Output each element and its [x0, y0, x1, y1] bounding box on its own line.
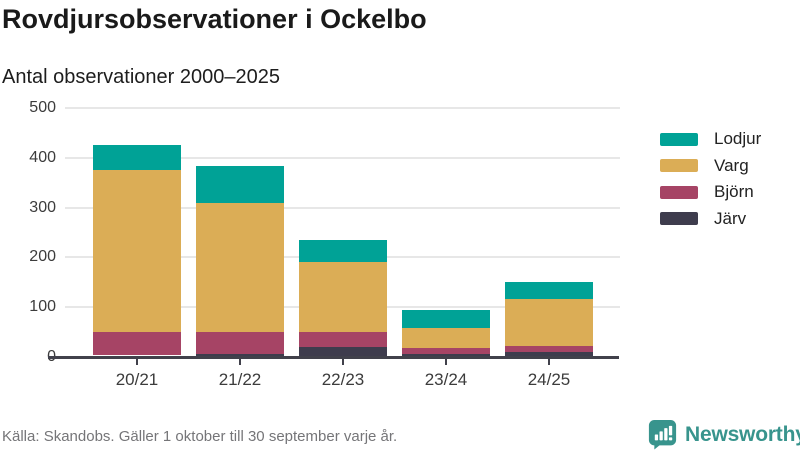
bar-segment-björn-23-24[interactable] [402, 347, 490, 354]
bar-segment-björn-22-23[interactable] [299, 332, 387, 348]
y-axis-tick-300: 300 [29, 198, 56, 216]
bar-segment-varg-23-24[interactable] [402, 328, 490, 348]
bar-segment-lodjur-20-21[interactable] [93, 145, 181, 171]
bar-segment-lodjur-22-23[interactable] [299, 239, 387, 263]
chart-title: Rovdjursobservationer i Ockelbo [2, 4, 427, 34]
x-axis-tick-22-23 [342, 359, 344, 365]
x-axis-tick-24-25 [548, 359, 550, 365]
x-axis-tick-20-21 [136, 359, 138, 365]
bar-segment-björn-21-22[interactable] [196, 331, 284, 354]
x-axis-line [48, 356, 619, 359]
x-axis-label-24-25: 24/25 [527, 370, 571, 389]
gridline-500 [65, 107, 620, 109]
y-axis-tick-500: 500 [29, 99, 56, 116]
x-axis-label-22-23: 22/23 [321, 370, 365, 389]
bar-segment-varg-24-25[interactable] [505, 299, 593, 347]
y-axis-tick-100: 100 [29, 298, 56, 316]
bar-segment-varg-20-21[interactable] [93, 170, 181, 332]
bar-segment-lodjur-21-22[interactable] [196, 166, 284, 203]
x-axis-tick-21-22 [239, 359, 241, 365]
bar-segment-varg-21-22[interactable] [196, 202, 284, 332]
bar-segment-järv-22-23[interactable] [299, 347, 387, 357]
legend-swatch-björn [660, 185, 698, 199]
bar-segment-lodjur-24-25[interactable] [505, 282, 593, 300]
x-axis-label-20-21: 20/21 [115, 370, 159, 389]
legend-label-lodjur: Lodjur [714, 129, 762, 148]
newsworthy-wordmark: Newsworthy [685, 422, 800, 446]
bar-segment-varg-22-23[interactable] [299, 262, 387, 333]
legend-item-varg[interactable]: Varg [660, 155, 749, 175]
legend-swatch-varg [660, 159, 698, 172]
bar-segment-björn-20-21[interactable] [93, 331, 181, 356]
legend-label-järv: Järv [714, 208, 747, 228]
legend-item-lodjur[interactable]: Lodjur [660, 129, 762, 148]
bar-segment-lodjur-23-24[interactable] [402, 309, 490, 329]
bar-segment-järv-24-25[interactable] [505, 352, 593, 357]
y-axis-tick-200: 200 [29, 248, 56, 266]
x-axis-label-21-22: 21/22 [218, 370, 262, 389]
gridline-300 [65, 206, 620, 209]
newsworthy-logo[interactable]: Newsworthy [648, 419, 800, 450]
bar-segment-järv-23-24[interactable] [402, 353, 490, 357]
legend-label-björn: Björn [714, 182, 754, 201]
legend-swatch-järv [660, 212, 698, 225]
bar-segment-björn-24-25[interactable] [505, 346, 593, 352]
x-axis-tick-23-24 [445, 359, 447, 365]
legend-swatch-lodjur [660, 132, 698, 146]
chart-subtitle: Antal observationer 2000–2025 [2, 66, 280, 88]
gridline-400 [65, 156, 620, 159]
x-axis-label-23-24: 23/24 [424, 370, 468, 389]
source-note: Källa: Skandobs. Gäller 1 oktober till 3… [2, 428, 398, 445]
y-axis-tick-400: 400 [29, 148, 56, 166]
legend-label-varg: Varg [714, 155, 749, 175]
newsworthy-icon [648, 419, 677, 450]
legend-item-järv[interactable]: Järv [660, 208, 747, 228]
bar-segment-järv-21-22[interactable] [196, 353, 284, 357]
legend-item-björn[interactable]: Björn [660, 182, 754, 201]
